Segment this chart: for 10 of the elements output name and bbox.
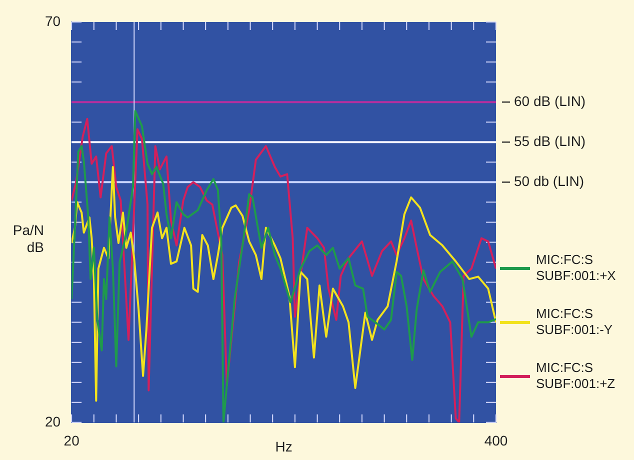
ref-line-label: 50 db (LIN) [514,173,584,190]
x-axis-title: Hz [275,438,292,454]
y-tick-label: 70 [44,12,61,29]
legend-label: MIC:FC:S SUBF:001:+Z [536,360,616,392]
ref-line-label: 55 dB (LIN) [514,132,586,149]
ref-line-label: 60 dB (LIN) [514,92,586,109]
legend-label: MIC:FC:S SUBF:001:-Y [536,306,614,338]
y-axis-title: Pa/N dB [12,222,44,256]
x-tick-label: 400 [484,432,508,449]
legend-label: MIC:FC:S SUBF:001:+X [536,252,617,284]
